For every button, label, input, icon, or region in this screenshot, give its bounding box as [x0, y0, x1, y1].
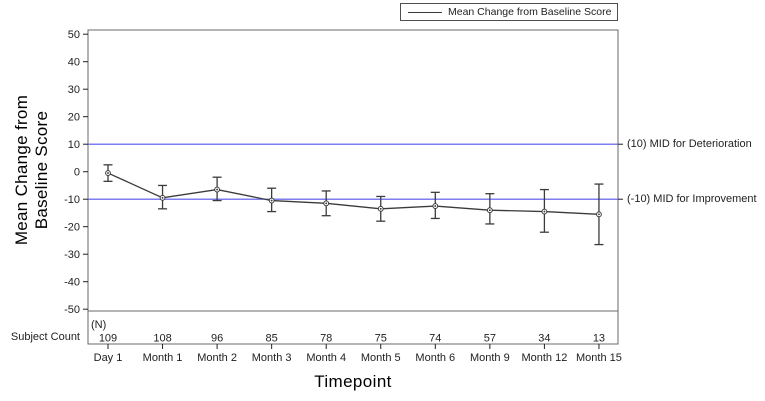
- y-tick-label: -40: [64, 277, 80, 289]
- data-point-dot: [379, 207, 382, 210]
- x-tick-label: Month 12: [521, 352, 567, 364]
- subject-count-value: 85: [266, 332, 278, 344]
- data-point-dot: [216, 188, 219, 191]
- y-tick-label: -20: [64, 222, 80, 234]
- subject-count-value: 96: [211, 332, 223, 344]
- y-tick-label: -30: [64, 249, 80, 261]
- series-line: [107, 172, 599, 215]
- y-tick-label: 50: [68, 29, 80, 41]
- x-tick-label: Month 6: [415, 352, 455, 364]
- subject-count-value: 34: [538, 332, 550, 344]
- y-axis-title-line2: Baseline Score: [32, 110, 51, 230]
- ref-line-label-improvement: (-10) MID for Improvement: [627, 193, 757, 205]
- x-tick-label: Month 4: [306, 352, 346, 364]
- data-point-dot: [270, 199, 273, 202]
- y-axis-title: Mean Change from Baseline Score: [12, 90, 52, 250]
- x-tick-label: Month 3: [252, 352, 292, 364]
- subject-count-value: 108: [153, 332, 171, 344]
- subject-count-value: 57: [484, 332, 496, 344]
- subject-count-box: [87, 310, 619, 345]
- subject-count-value: 109: [99, 332, 117, 344]
- data-point-dot: [107, 172, 109, 174]
- x-tick-label: Month 2: [197, 352, 237, 364]
- subject-count-value: 75: [375, 332, 387, 344]
- data-point-dot: [598, 213, 600, 216]
- ref-line-label-deterioration: (10) MID for Deterioration: [627, 138, 752, 150]
- x-tick-label: Month 9: [470, 352, 510, 364]
- subject-count-value: 13: [593, 332, 605, 344]
- y-tick-label: 10: [68, 139, 80, 151]
- data-point-dot: [325, 202, 328, 205]
- legend-line-sample: [408, 11, 442, 13]
- subject-count-row-label: Subject Count: [10, 331, 80, 343]
- y-tick-label: 20: [68, 112, 80, 124]
- y-tick-label: -10: [64, 194, 80, 206]
- plot-border: [87, 29, 619, 312]
- subject-count-value: 74: [429, 332, 441, 344]
- subject-count-n-label: (N): [91, 319, 106, 331]
- y-tick-label: 40: [68, 57, 80, 69]
- x-tick-label: Month 1: [143, 352, 183, 364]
- data-point-dot: [488, 209, 491, 212]
- x-tick-label: Month 5: [361, 352, 401, 364]
- legend-label: Mean Change from Baseline Score: [448, 6, 612, 18]
- y-tick-label: 30: [68, 84, 80, 96]
- y-axis-title-line1: Mean Change from: [12, 94, 31, 246]
- legend: Mean Change from Baseline Score: [400, 3, 618, 21]
- x-tick-label: Month 15: [576, 352, 622, 364]
- y-tick-label: -50: [64, 304, 80, 316]
- data-point-dot: [543, 210, 546, 213]
- y-tick-label: 0: [74, 167, 80, 179]
- data-point-dot: [434, 205, 437, 207]
- x-axis-title: Timepoint: [314, 372, 392, 391]
- x-tick-label: Day 1: [94, 352, 123, 364]
- data-point-dot: [161, 196, 164, 199]
- subject-count-value: 78: [320, 332, 332, 344]
